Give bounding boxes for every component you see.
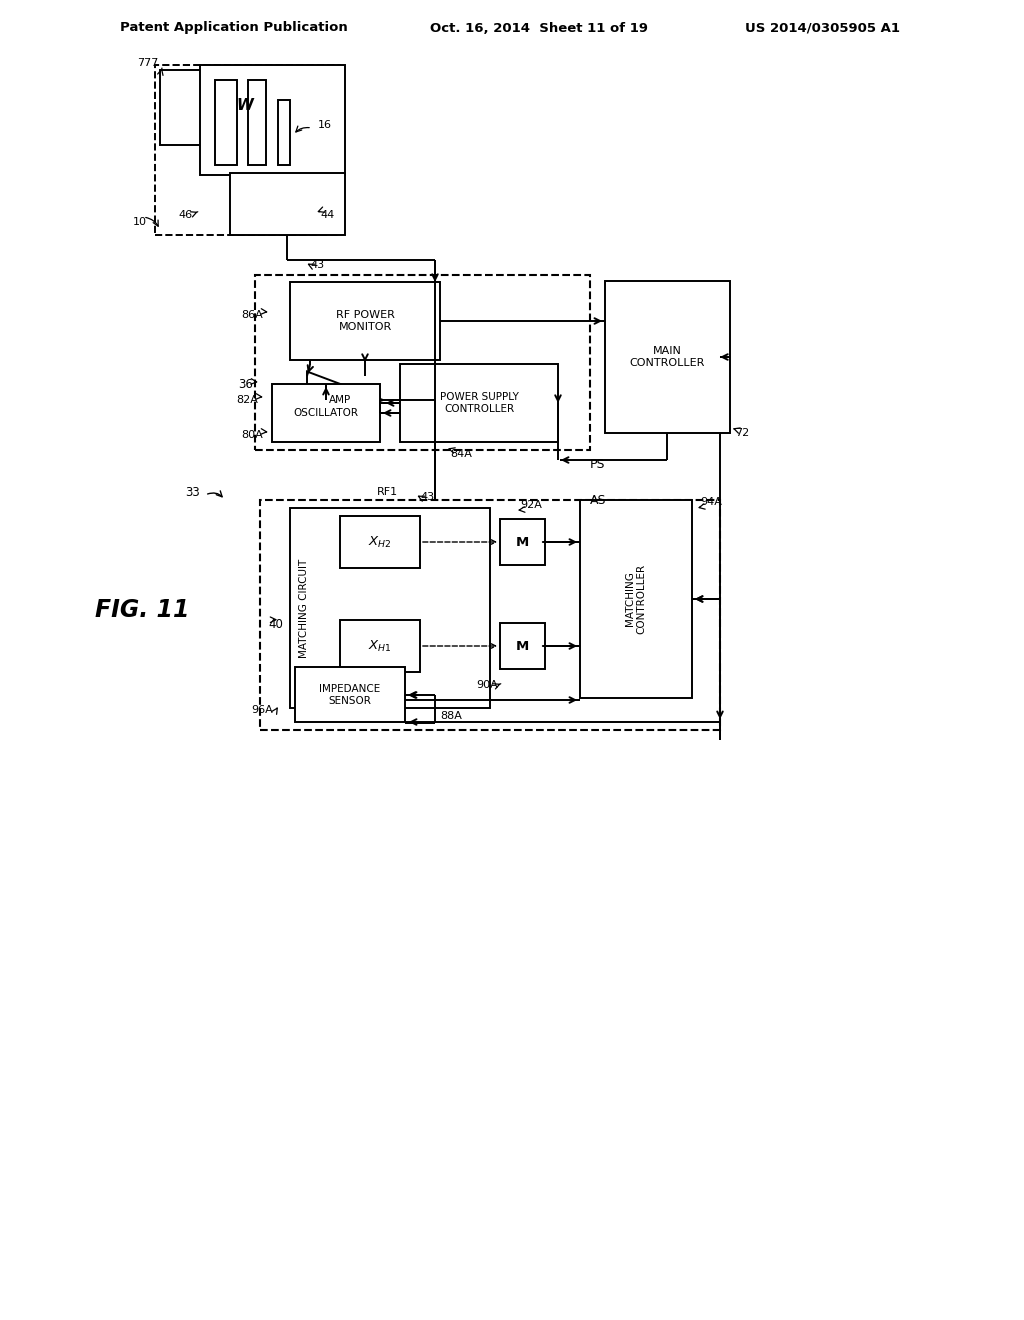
Text: PS: PS bbox=[590, 458, 605, 471]
Text: 44: 44 bbox=[319, 210, 334, 220]
Bar bbox=[255, 275, 590, 450]
Text: 90A: 90A bbox=[476, 680, 498, 690]
Bar bbox=[580, 500, 692, 698]
Polygon shape bbox=[307, 371, 383, 429]
Text: $X_{H2}$: $X_{H2}$ bbox=[369, 535, 392, 549]
Bar bbox=[500, 519, 545, 565]
Text: 46: 46 bbox=[178, 210, 193, 220]
Text: Patent Application Publication: Patent Application Publication bbox=[120, 21, 348, 34]
Bar bbox=[295, 667, 406, 722]
Text: MATCHING CIRCUIT: MATCHING CIRCUIT bbox=[299, 558, 309, 657]
Bar bbox=[260, 500, 720, 730]
Text: 36: 36 bbox=[239, 379, 253, 392]
Text: 82A: 82A bbox=[237, 395, 258, 405]
Bar bbox=[230, 173, 345, 235]
Text: $X_{H1}$: $X_{H1}$ bbox=[369, 639, 392, 653]
Bar bbox=[200, 65, 345, 176]
Bar bbox=[272, 384, 380, 442]
Text: 84A: 84A bbox=[450, 449, 472, 459]
Text: 40: 40 bbox=[268, 619, 283, 631]
Bar bbox=[215, 81, 237, 165]
Text: 94A: 94A bbox=[700, 498, 722, 507]
Text: AMP: AMP bbox=[329, 395, 351, 405]
Bar bbox=[605, 281, 730, 433]
Text: US 2014/0305905 A1: US 2014/0305905 A1 bbox=[745, 21, 900, 34]
Text: OSCILLATOR: OSCILLATOR bbox=[294, 408, 358, 418]
Text: 777: 777 bbox=[136, 58, 158, 69]
Text: W: W bbox=[237, 98, 253, 112]
Text: MATCHING
CONTROLLER: MATCHING CONTROLLER bbox=[626, 564, 647, 634]
Text: 16: 16 bbox=[318, 120, 332, 129]
Bar bbox=[290, 282, 440, 360]
Text: 33: 33 bbox=[185, 486, 200, 499]
Text: POWER SUPPLY
CONTROLLER: POWER SUPPLY CONTROLLER bbox=[439, 392, 518, 413]
Bar bbox=[340, 516, 420, 568]
Text: 43: 43 bbox=[420, 492, 434, 502]
Text: M: M bbox=[515, 639, 528, 652]
Bar bbox=[248, 81, 266, 165]
Bar bbox=[340, 620, 420, 672]
Text: 10: 10 bbox=[133, 216, 147, 227]
Text: RF POWER
MONITOR: RF POWER MONITOR bbox=[336, 310, 394, 331]
Text: 43: 43 bbox=[310, 260, 325, 271]
Text: M: M bbox=[515, 536, 528, 549]
Bar bbox=[160, 70, 205, 145]
Text: RF1: RF1 bbox=[377, 487, 398, 498]
Text: AS: AS bbox=[590, 494, 606, 507]
Bar bbox=[500, 623, 545, 669]
Text: 92A: 92A bbox=[520, 500, 542, 510]
Text: FIG. 11: FIG. 11 bbox=[95, 598, 189, 622]
Bar bbox=[290, 508, 490, 708]
Text: 80A: 80A bbox=[242, 430, 263, 440]
Text: 96A: 96A bbox=[251, 705, 273, 715]
Text: MAIN
CONTROLLER: MAIN CONTROLLER bbox=[630, 346, 705, 368]
Text: 88A: 88A bbox=[440, 711, 462, 721]
Bar bbox=[400, 364, 558, 442]
Text: IMPEDANCE
SENSOR: IMPEDANCE SENSOR bbox=[319, 684, 381, 706]
Bar bbox=[278, 100, 290, 165]
Text: 72: 72 bbox=[735, 428, 750, 438]
Text: Oct. 16, 2014  Sheet 11 of 19: Oct. 16, 2014 Sheet 11 of 19 bbox=[430, 21, 648, 34]
Bar bbox=[155, 65, 340, 235]
Text: 86A: 86A bbox=[242, 310, 263, 319]
